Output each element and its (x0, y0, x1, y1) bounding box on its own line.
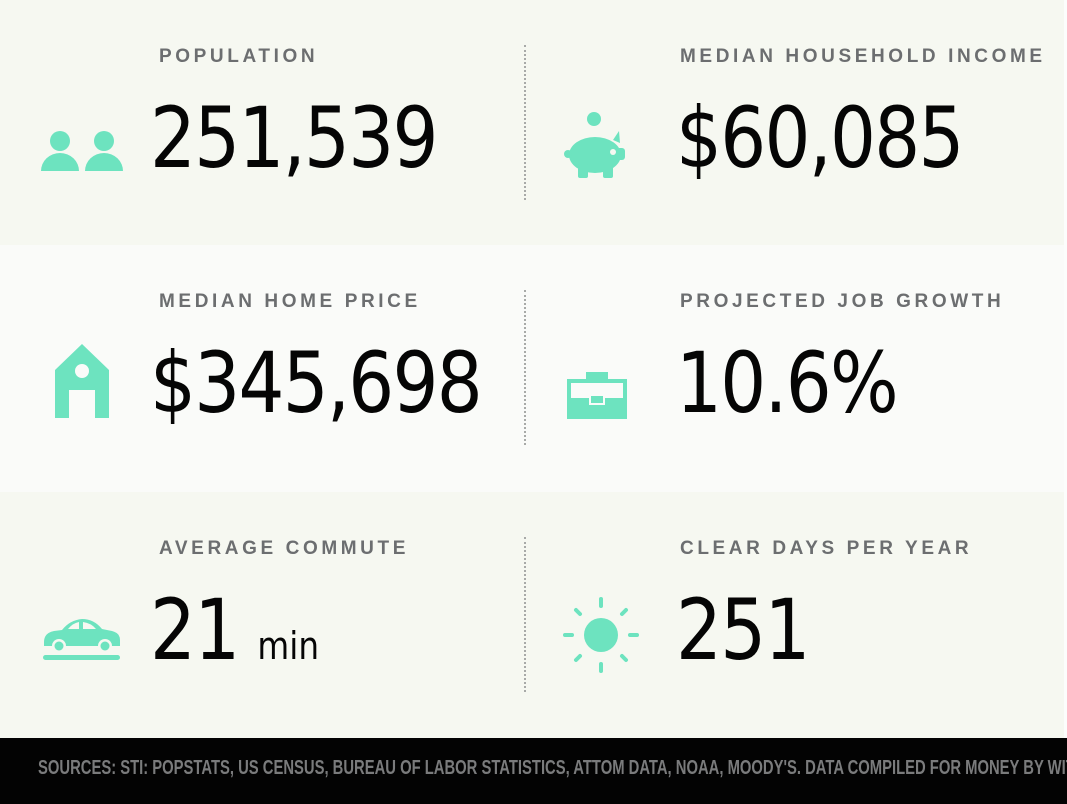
stat-clear-days-per-year: CLEAR DAYS PER YEAR 251 (526, 492, 1064, 738)
stat-projected-job-growth: PROJECTED JOB GROWTH 10.6% (526, 245, 1064, 492)
house-icon (55, 344, 109, 418)
stat-value: 251 (676, 581, 810, 679)
stat-median-home-price: MEDIAN HOME PRICE $345,698 (0, 245, 524, 492)
briefcase-icon (567, 372, 627, 419)
stat-population: POPULATION 251,539 (0, 0, 524, 245)
sources-text: SOURCES: STI: POPSTATS, US CENSUS, BUREA… (38, 757, 1067, 779)
stat-value: 21 min (150, 580, 319, 696)
commute-number: 21 (150, 581, 240, 679)
stat-label: CLEAR DAYS PER YEAR (680, 538, 973, 559)
stat-label: MEDIAN HOUSEHOLD INCOME (680, 46, 1046, 67)
stat-average-commute: AVERAGE COMMUTE 21 min (0, 492, 524, 738)
stats-row-3: AVERAGE COMMUTE 21 min CLEAR DAYS PER YEA… (0, 492, 1064, 738)
stat-label: PROJECTED JOB GROWTH (680, 291, 1005, 312)
people-icon (40, 130, 124, 172)
stats-row-1: POPULATION 251,539 MEDIAN HOUSEHOLD INCO… (0, 0, 1064, 245)
sun-icon (563, 597, 639, 673)
stat-label: POPULATION (159, 46, 319, 67)
sources-footer: SOURCES: STI: POPSTATS, US CENSUS, BUREA… (0, 738, 1067, 804)
right-edge-strip (1064, 0, 1067, 738)
column-divider (524, 290, 526, 445)
column-divider (524, 537, 526, 692)
stat-value: $345,698 (150, 334, 483, 432)
stat-median-household-income: MEDIAN HOUSEHOLD INCOME $60,085 (526, 0, 1064, 245)
car-icon (42, 616, 122, 660)
stat-value: 10.6% (676, 334, 899, 432)
column-divider (524, 45, 526, 200)
piggy-bank-icon (563, 110, 629, 178)
stat-label: AVERAGE COMMUTE (159, 538, 409, 559)
stats-row-2: MEDIAN HOME PRICE $345,698 PROJECTED JOB… (0, 245, 1064, 492)
commute-unit: min (257, 624, 320, 668)
stat-value: $60,085 (676, 89, 964, 187)
stat-label: MEDIAN HOME PRICE (159, 291, 421, 312)
stat-value: 251,539 (150, 89, 438, 187)
